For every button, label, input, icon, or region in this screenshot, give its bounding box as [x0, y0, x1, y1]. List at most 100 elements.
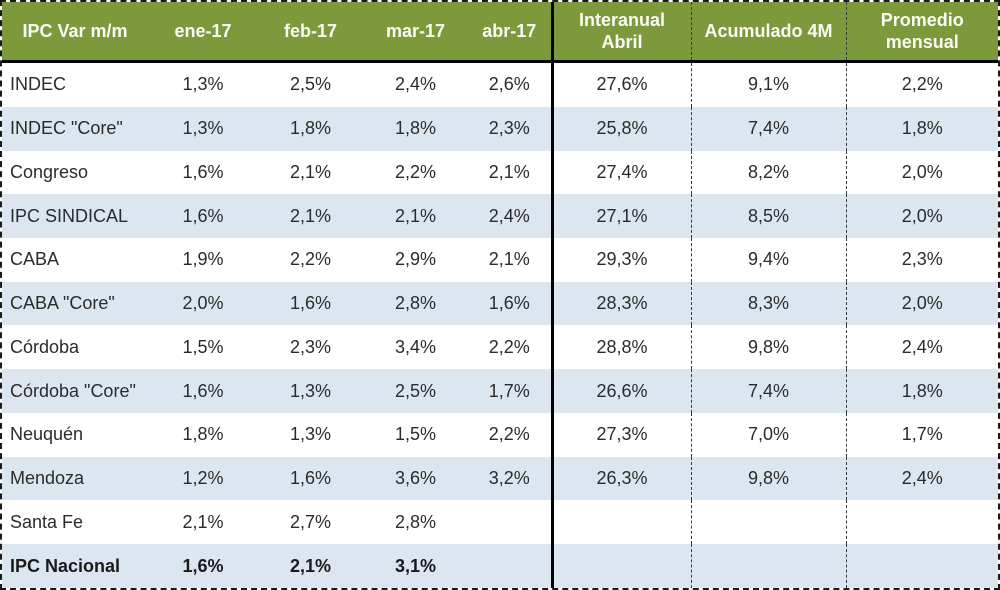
table-row: IPC Nacional 1,6% 2,1% 3,1%: [2, 544, 998, 588]
value-cell: 26,6%: [550, 369, 691, 413]
table-row: Congreso 1,6% 2,1% 2,2% 2,1% 27,4% 8,2% 2,0%: [2, 150, 998, 195]
value-cell: 2,1%: [394, 205, 437, 226]
value-cell: 3,2%: [488, 468, 530, 488]
value-cell: 2,4%: [845, 456, 998, 501]
value-cell: [690, 500, 846, 545]
value-cell: 2,2%: [394, 161, 437, 182]
value-cell: 2,4%: [845, 325, 998, 370]
column-header: Promedio mensual: [845, 2, 998, 63]
value-cell: 2,0%: [845, 281, 998, 326]
value-cell: 9,1%: [690, 61, 846, 107]
value-cell: 3,4%: [394, 336, 437, 357]
value-cell: 2,3%: [289, 336, 332, 357]
row-label: INDEC "Core": [10, 118, 123, 139]
row-label: Córdoba "Core": [10, 380, 136, 401]
value-cell: 2,0%: [845, 150, 998, 195]
value-cell: 29,3%: [550, 237, 691, 282]
row-label: Córdoba: [10, 336, 80, 357]
header-row: IPC Var m/m ene-17 feb-17 mar-17 abr-17 Inter…: [2, 2, 998, 63]
row-label: Mendoza: [10, 468, 85, 488]
value-cell: 1,6%: [289, 293, 332, 314]
value-cell: 2,0%: [182, 293, 224, 314]
value-cell: 2,1%: [488, 161, 530, 182]
value-cell: 2,2%: [289, 249, 332, 270]
value-cell: 1,6%: [182, 555, 224, 576]
table-row: Córdoba "Core" 1,6% 1,3% 2,5% 1,7% 26,6% 7,4% 1…: [2, 369, 998, 413]
row-label: CABA "Core": [10, 293, 115, 314]
table-row: Santa Fe 2,1% 2,7% 2,8%: [2, 500, 998, 545]
value-cell: 25,8%: [550, 106, 691, 151]
row-label: Neuquén: [10, 424, 84, 445]
value-cell: [845, 500, 998, 545]
value-cell: 1,6%: [182, 205, 224, 226]
column-header: Acumulado 4M: [690, 2, 846, 63]
value-cell: 9,8%: [690, 456, 846, 501]
row-label: IPC SINDICAL: [10, 205, 129, 226]
value-cell: 2,0%: [845, 194, 998, 238]
value-cell: 2,1%: [488, 249, 530, 270]
table-row: CABA "Core" 2,0% 1,6% 2,8% 1,6% 28,3% 8,3% 2,0%: [2, 281, 998, 326]
value-cell: 1,8%: [289, 118, 332, 139]
value-cell: 1,5%: [182, 336, 224, 357]
value-cell: 26,3%: [550, 456, 691, 501]
value-cell: 1,2%: [182, 468, 224, 488]
value-cell: 2,5%: [394, 380, 437, 401]
value-cell: 1,3%: [289, 424, 332, 445]
value-cell: [845, 544, 998, 588]
value-cell: 2,4%: [394, 74, 437, 95]
value-cell: 28,3%: [550, 281, 691, 326]
value-cell: [468, 500, 552, 544]
value-cell: 1,9%: [182, 249, 224, 270]
value-cell: 1,8%: [845, 106, 998, 151]
table-header: IPC Var m/m ene-17 feb-17 mar-17 abr-17 Inter…: [2, 2, 998, 63]
value-cell: 1,3%: [182, 118, 224, 139]
value-cell: 2,9%: [394, 249, 437, 270]
table-row: Córdoba 1,5% 2,3% 3,4% 2,2% 28,8% 9,8% 2,4%: [2, 325, 998, 370]
value-cell: 7,4%: [690, 369, 846, 413]
value-cell: 1,8%: [394, 118, 437, 139]
value-cell: 1,3%: [289, 380, 332, 401]
value-cell: 8,5%: [690, 194, 846, 238]
value-cell: 1,6%: [289, 468, 332, 488]
value-cell: 2,3%: [845, 237, 998, 282]
table-row: CABA 1,9% 2,2% 2,9% 2,1% 29,3% 9,4% 2,3%: [2, 237, 998, 282]
value-cell: 27,4%: [550, 150, 691, 195]
value-cell: [550, 500, 691, 545]
table-row: INDEC 1,3% 2,5% 2,4% 2,6% 27,6% 9,1% 2,2%: [2, 61, 998, 107]
value-cell: 2,1%: [289, 555, 332, 576]
value-cell: 1,6%: [182, 380, 224, 401]
table-row: Neuquén 1,8% 1,3% 1,5% 2,2% 27,3% 7,0% 1,7%: [2, 412, 998, 457]
table-row: IPC SINDICAL 1,6% 2,1% 2,1% 2,4% 27,1% 8,5% 2,0…: [2, 194, 998, 238]
value-cell: 2,7%: [289, 511, 332, 532]
value-cell: 2,1%: [289, 161, 332, 182]
table-title-header: IPC Var m/m: [2, 2, 148, 63]
value-cell: 2,8%: [394, 293, 437, 314]
value-cell: [550, 544, 691, 588]
value-cell: 2,2%: [488, 336, 530, 357]
row-label: INDEC: [10, 74, 67, 95]
value-cell: 2,4%: [488, 205, 530, 226]
value-cell: 1,6%: [488, 293, 530, 314]
value-cell: 8,2%: [690, 150, 846, 195]
value-cell: 2,2%: [488, 424, 530, 445]
value-cell: 27,1%: [550, 194, 691, 238]
value-cell: 2,1%: [289, 205, 332, 226]
row-label: Santa Fe: [10, 511, 84, 532]
value-cell: [690, 544, 846, 588]
column-header: mar-17: [363, 2, 468, 63]
value-cell: 2,8%: [394, 511, 437, 532]
value-cell: 2,3%: [488, 118, 530, 139]
value-cell: 1,7%: [845, 412, 998, 457]
value-cell: 2,2%: [845, 61, 998, 107]
column-header: abr-17: [468, 2, 552, 63]
column-header: feb-17: [258, 2, 363, 63]
value-cell: 28,8%: [550, 325, 691, 370]
value-cell: 3,6%: [394, 468, 437, 488]
value-cell: 7,4%: [690, 106, 846, 151]
row-label: CABA: [10, 249, 60, 270]
value-cell: 1,7%: [488, 380, 530, 401]
column-header: ene-17: [148, 2, 258, 63]
value-cell: 2,1%: [182, 511, 224, 532]
